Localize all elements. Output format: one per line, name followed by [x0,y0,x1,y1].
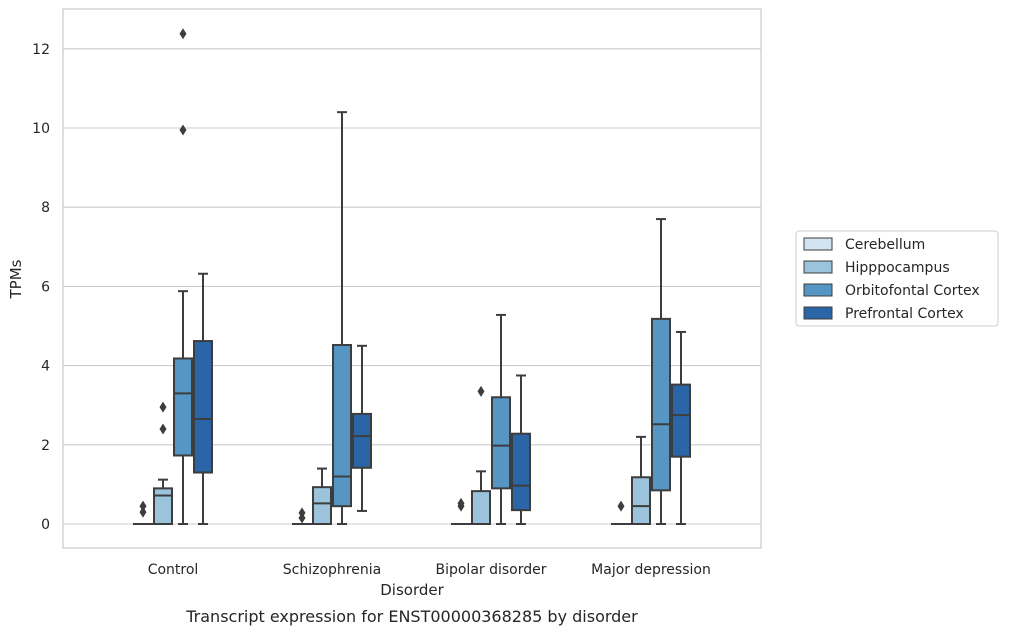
y-tick-label: 4 [41,359,50,375]
outlier-point [179,124,187,136]
box-group [193,272,213,525]
box-iqr [651,317,671,492]
legend-frame [795,230,999,327]
legend-label: Cerebellum [845,237,925,253]
box-group [332,111,352,525]
box-group [491,313,511,525]
outlier-point [159,423,167,435]
y-tick-label: 0 [41,517,50,533]
box-iqr [153,487,173,525]
outlier-point [139,506,147,518]
legend-label: Hipppocampus [845,260,950,276]
box-group [471,385,491,525]
legend-swatch [803,283,833,297]
y-tick-label: 12 [32,42,50,58]
box-group [352,344,372,512]
box-group [153,401,173,525]
y-tick-label: 10 [32,121,50,137]
box-group [671,330,691,525]
box-group [292,507,312,526]
box-group [173,28,193,525]
x-tick-label: Schizophrenia [283,562,381,578]
outlier-point [139,500,147,512]
outlier-point [159,401,167,413]
box-iqr [491,396,511,490]
box-iqr [671,383,691,458]
outlier-point [457,497,465,509]
box-group [631,435,651,526]
box-group [312,467,332,525]
legend-label: Prefrontal Cortex [845,306,964,322]
outlier-point [477,385,485,397]
outlier-point [179,28,187,40]
legend-swatch [803,306,833,320]
box-group [611,500,631,526]
y-tick-label: 2 [41,438,50,454]
x-axis-label: Disorder [380,581,444,599]
box-iqr [312,486,332,525]
y-tick-label: 6 [41,279,50,295]
box-iqr [352,412,372,469]
box-group [451,497,471,526]
chart-caption: Transcript expression for ENST0000036828… [185,607,638,626]
y-tick-label: 8 [41,200,50,216]
boxes [133,28,691,526]
box-group [651,218,671,525]
legend-swatch [803,237,833,251]
x-tick-label: Major depression [591,562,711,578]
outlier-point [298,507,306,519]
box-group [133,500,153,526]
x-tick-label: Bipolar disorder [435,562,546,578]
x-tick-label: Control [148,562,199,578]
box-iqr [193,340,213,474]
box-group [511,374,531,525]
x-axis-ticks: Control Schizophrenia Bipolar disorder Majo… [148,562,711,578]
box-iqr [511,432,531,512]
box-iqr [471,490,491,525]
legend: Cerebellum Hipppocampus Orbitofontal Corte… [795,230,999,327]
legend-swatch [803,260,833,274]
box-iqr [631,476,651,526]
legend-label: Orbitofontal Cortex [845,283,980,299]
plot-area [62,8,762,549]
y-axis-ticks: 0 2 4 6 8 10 12 [32,42,50,533]
box-iqr [332,344,352,508]
box-iqr [173,357,193,457]
outlier-point [617,500,625,512]
y-axis-label: TPMs [7,259,25,299]
